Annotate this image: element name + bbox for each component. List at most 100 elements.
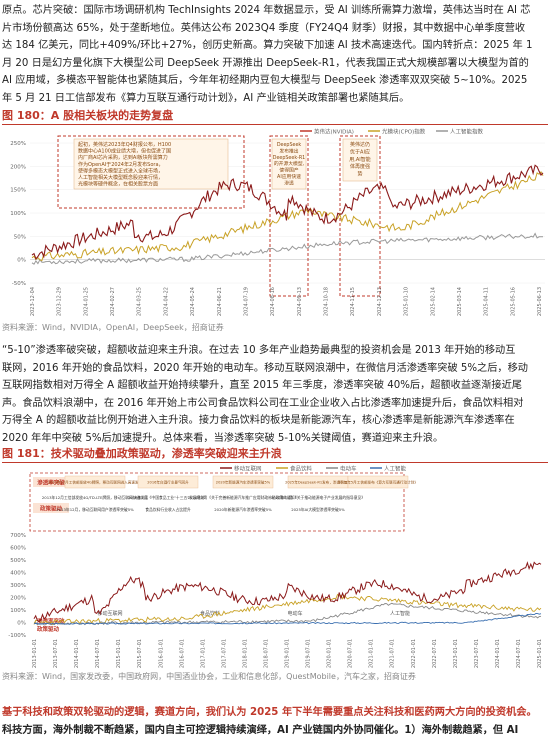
x-tick-label: 2025-01-10 xyxy=(404,287,410,316)
mid-note: 2022年11月《关于推动能源电子产业发展的指导意见》 xyxy=(271,495,365,500)
para3-line2: 科技方面，海外制裁不断趋紧，国内自主可控逻辑持续演绎，AI 产业链国内外协同催化… xyxy=(2,724,519,736)
box2-line: DeepSeek-R1 xyxy=(273,155,305,161)
x-tick-label: 2025-02-14 xyxy=(430,287,436,316)
box1-line: 数据中心A100成业绩大增，但也促进了国 xyxy=(78,148,171,155)
x-tick-label: 2024-02-27 xyxy=(110,287,116,316)
y-tick-label: 250% xyxy=(10,141,26,147)
figure-180-y-axis: 250% 200% 150% 100% 50% 0% -50% xyxy=(10,141,26,287)
x-tick-label: 2019-07-01 xyxy=(306,639,312,668)
box3-line: 体再度强 xyxy=(350,163,370,170)
figure-181-title: 图 181：技术驱动叠加政策驱动，渗透率突破迎来主升浪 xyxy=(2,446,548,463)
x-tick-label: 2024-07-19 xyxy=(243,287,249,316)
mid-note: 2020年4月《关于完善新能源汽车推广应用财政补贴政策的通知》 xyxy=(188,495,299,500)
box1-line: 光模块等硬件概念，在相关股票方面 xyxy=(78,181,158,188)
para2-line5: 万得全 A 的超额收益比例开始进入主升浪。接力食品饮料的板块是新能源汽车，核心渗… xyxy=(2,415,515,427)
x-tick-label: 2020-01-01 xyxy=(327,639,333,668)
para1-line3: 达 184 亿美元，同比+409%/环比+27%，创历史新高。算力突破下加速 A… xyxy=(2,40,533,52)
para1-line2: 片市场份额高达 65%，处于垄断地位。英伟达公布 2023Q4 季度（FY24Q… xyxy=(2,22,526,34)
legend-nvidia: 英伟达(NVIDIA) xyxy=(314,128,354,136)
box2-line: 使得国产 xyxy=(279,167,298,174)
x-tick-label: 2014-07-01 xyxy=(95,639,101,668)
box2-line: 的开源大模型, xyxy=(274,160,305,167)
para2-line3: 互联网指数相对万得全 A 超额收益开始持续攀升，直至 2015 年三季度，渗透率… xyxy=(2,380,522,392)
series-mobile xyxy=(33,561,542,623)
y-tick-label: 100% xyxy=(10,608,26,614)
box1-line: 人工智能相关大模型概念股迎来行情， xyxy=(78,174,163,181)
x-tick-label: 2015-01-01 xyxy=(116,639,122,668)
top-note: 2020年新能源汽车渗透率突破5% xyxy=(216,480,271,485)
x-tick-label: 2024-11-15 xyxy=(350,287,356,316)
series-cpo xyxy=(31,171,544,262)
tag-penetration: 渗透率突破 xyxy=(37,479,65,487)
x-tick-label: 2025-05-16 xyxy=(510,287,516,316)
tag-policy: 政策驱动 xyxy=(40,505,63,513)
x-tick-label: 2024-10-18 xyxy=(324,287,330,316)
figure-180-x-axis: 2023-12-04 2023-12-29 2024-01-25 2024-02-27… xyxy=(30,287,543,316)
series-ai-index xyxy=(31,232,544,265)
top-note: 2016年白酒行业景气回升 xyxy=(147,480,189,485)
legend-food: 食品饮料 xyxy=(290,465,313,473)
para1-line6: 年 5 月 21 日工信部发布《算力互联互通行动计划》，AI 产业链相关政策部署… xyxy=(2,92,410,104)
annotation-box-1 xyxy=(57,135,245,209)
y-tick-label: 100% xyxy=(10,211,26,217)
x-tick-label: 2016-01-01 xyxy=(158,639,164,668)
box3-line: 英伟达仍 xyxy=(350,141,370,148)
series-ai xyxy=(33,613,542,625)
top-note: 2025年DeepSeek-R1发布，渗透率加速 xyxy=(285,480,351,485)
conclusion-paragraph: 基于科技和政策双轮驱动的逻辑，赛道方向，我们认为 2025 年下半年需要重点关注… xyxy=(2,704,548,739)
x-tick-label: 2025-01-01 xyxy=(537,639,543,668)
x-tick-label: 2024-03-25 xyxy=(137,287,143,316)
x-tick-label: 2024-01-01 xyxy=(495,639,501,668)
figure-180-title-text: 图 180：A 股相关板块的走势复盘 xyxy=(2,109,174,122)
x-tick-label: 2023-07-01 xyxy=(474,639,480,668)
series-nvidia xyxy=(31,164,544,260)
figure-181-legend: 移动互联网 食品饮料 电动车 人工智能 xyxy=(220,465,407,473)
sub-note: 2025年AI大模型渗透率突破5% xyxy=(291,507,345,512)
x-tick-label: 2025-03-14 xyxy=(457,287,463,316)
sub-note: 2020年新能源汽车渗透率突破5% xyxy=(214,507,272,512)
sub-note: 2013年12月，移动互联网用户渗透率突破5% xyxy=(56,507,134,512)
x-tick-label: 2024-07-01 xyxy=(516,639,522,668)
figure-181-y-axis: 700% 600% 500% 400% 300% 200% 100% 0% -100% xyxy=(8,533,26,639)
x-tick-label: 2022-07-01 xyxy=(432,639,438,668)
y-tick-label: 700% xyxy=(10,533,26,539)
box3-line: 用,AI智能 xyxy=(349,156,371,163)
box2-line: 渗透 xyxy=(284,179,294,186)
x-tick-label: 2013-07-01 xyxy=(53,639,59,668)
x-tick-label: 2013-01-01 xyxy=(32,639,38,668)
box1-line: 使得多模态大模型正式进入全球市场， xyxy=(78,167,163,174)
para2-line4: 声。食品饮料浪潮中，在 2016 年开始上市公司食品饮料公司在工业企业收入占比渗… xyxy=(2,397,524,409)
annotation-box-1-text: 起初，英伟达2023年Q4财报公布，H100数据中心A100成业绩大增，但也促进… xyxy=(78,141,171,188)
para2-line2: 联网，2016 年开始的食品饮料，2020 年开始的电动车。移动互联网浪潮中，在… xyxy=(2,362,528,374)
sub-note: 食品饮料行业收入占比提升 xyxy=(145,507,191,512)
tag-policy-bottom: 政策驱动 xyxy=(37,625,60,633)
x-tick-label: 2024-04-22 xyxy=(163,287,169,316)
y-tick-label: 400% xyxy=(10,571,26,577)
figure-180-legend: 英伟达(NVIDIA) 光模块(CPO)指数 人工智能指数 xyxy=(300,128,484,136)
x-tick-label: 2023-12-29 xyxy=(57,287,63,316)
box3-line: 势 xyxy=(357,171,362,178)
y-tick-label: 600% xyxy=(10,546,26,552)
phase-label: 电动车 xyxy=(287,610,302,617)
x-tick-label: 2016-07-01 xyxy=(179,639,185,668)
x-tick-label: 2022-01-01 xyxy=(411,639,417,668)
x-tick-label: 2024-06-21 xyxy=(217,287,223,316)
legend-cpo: 光模块(CPO)指数 xyxy=(382,128,426,136)
para1-line5: AI 应用域，多模态平智能体也紧随其后，今年年初经期内豆包大模型与 DeepSe… xyxy=(2,75,528,87)
penetration-paragraph: “5-10”渗透率破突破，超额收益迎来主升浪。在过去 10 多年产业趋势最典型的… xyxy=(2,342,548,448)
x-tick-label: 2024-09-13 xyxy=(297,287,303,316)
figure-181-notes: 2013年12月工信部发放4G牌照，移动互联网进入高速发展 2016年白酒行业景气… xyxy=(42,475,418,512)
figure-181-title-text: 图 181：技术驱动叠加政策驱动，渗透率突破迎来主升浪 xyxy=(2,447,282,460)
x-tick-label: 2023-01-01 xyxy=(453,639,459,668)
figure-180-source: 资料来源：Wind，NVIDIA，OpenAI，DeepSeek，招商证券 xyxy=(2,323,224,332)
box1-line: 作为OpenAI于2024年2月发布Sora， xyxy=(78,161,164,168)
x-tick-label: 2023-12-04 xyxy=(30,287,36,316)
x-tick-label: 2025-06-13 xyxy=(537,287,543,316)
figure-181-phase-labels: 移动互联网 食品饮料 电动车 人工智能 xyxy=(97,610,410,617)
legend-ai-index: 人工智能指数 xyxy=(450,128,484,136)
mid-note: 2016年4月《中国食品工业"十三五"发展规划》 xyxy=(128,495,208,500)
para3-line1: 基于科技和政策双轮驱动的逻辑，赛道方向，我们认为 2025 年下半年需要重点关注… xyxy=(2,707,537,718)
phase-label: 人工智能 xyxy=(390,610,410,617)
x-tick-label: 2015-07-01 xyxy=(137,639,143,668)
